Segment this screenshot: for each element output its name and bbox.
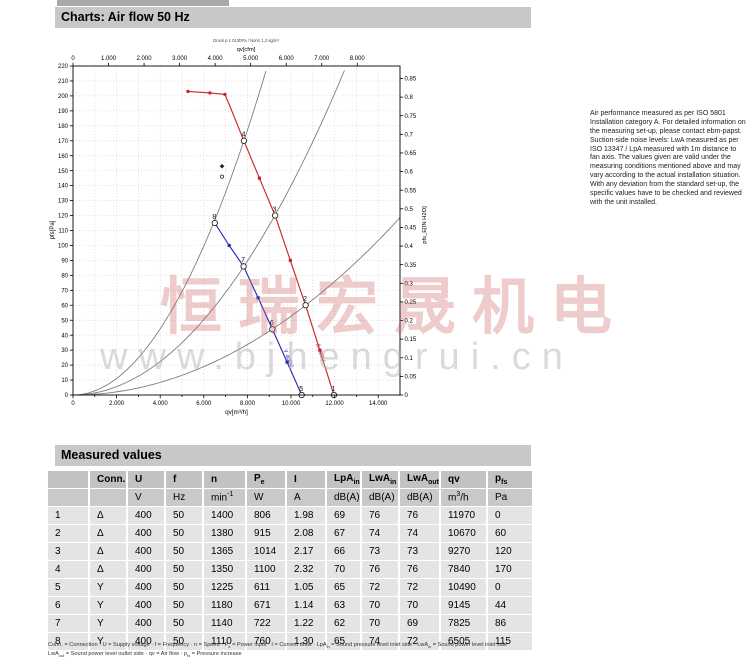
- svg-text:2.000: 2.000: [109, 401, 125, 407]
- svg-text:120: 120: [58, 214, 69, 220]
- svg-text:0.65: 0.65: [405, 151, 417, 157]
- svg-text:0.1: 0.1: [405, 356, 414, 362]
- svg-text:0.55: 0.55: [405, 188, 417, 194]
- svg-text:4.000: 4.000: [153, 401, 169, 407]
- table-row: 5 Y 400 50 1225 611 1.05 65 72 72 10490 0: [48, 579, 534, 596]
- svg-text:160: 160: [58, 154, 69, 160]
- svg-text:0.45: 0.45: [405, 226, 417, 232]
- svg-text:20: 20: [61, 363, 68, 369]
- svg-text:1: 1: [331, 386, 335, 393]
- svg-text:0: 0: [71, 56, 75, 62]
- section-title-charts: Charts: Air flow 50 Hz: [55, 7, 531, 28]
- svg-text:0.15: 0.15: [405, 337, 417, 343]
- svg-text:0.85: 0.85: [405, 77, 417, 83]
- system-curves: [72, 70, 401, 396]
- svg-text:210: 210: [58, 79, 69, 85]
- svg-text:0.7: 0.7: [405, 132, 414, 138]
- svg-text:200: 200: [58, 94, 69, 100]
- top-stub-bar: [57, 0, 229, 6]
- svg-text:0.5: 0.5: [405, 207, 414, 213]
- table-row: 7 Y 400 50 1140 722 1.22 62 70 69 7825 86: [48, 615, 534, 632]
- svg-text:110: 110: [58, 229, 68, 235]
- svg-text:0.6: 0.6: [405, 170, 414, 176]
- svg-text:30: 30: [61, 348, 68, 354]
- svg-text:70: 70: [61, 288, 68, 294]
- svg-text:8: 8: [212, 214, 216, 221]
- svg-text:2: 2: [303, 296, 307, 303]
- svg-text:100: 100: [58, 244, 69, 250]
- svg-text:80: 80: [61, 273, 68, 279]
- svg-text:qv[cfm]: qv[cfm]: [237, 47, 256, 53]
- svg-text:0.3: 0.3: [405, 281, 414, 287]
- table-row: 3 Δ 400 50 1365 1014 2.17 66 73 73 9270 120: [48, 543, 534, 560]
- svg-text:0.2: 0.2: [405, 319, 414, 325]
- svg-text:Druck p 1 013hPa / Norm 1,2 kg: Druck p 1 013hPa / Norm 1,2 kg/m³: [213, 38, 279, 43]
- svg-text:0.35: 0.35: [405, 263, 417, 269]
- svg-text:8.000: 8.000: [350, 56, 366, 62]
- table-row: 8 Y 400 50 1110 760 1.30 65 74 72 6505 115: [48, 633, 534, 650]
- svg-text:pfs_E[IN H2O]: pfs_E[IN H2O]: [422, 206, 428, 244]
- svg-text:6: 6: [270, 320, 274, 327]
- svg-text:190: 190: [58, 109, 69, 115]
- table-row: 6 Y 400 50 1180 671 1.14 63 70 70 9145 44: [48, 597, 534, 614]
- legend-line-1: Conn. = Connection · U = Supply voltage …: [48, 642, 508, 650]
- svg-text:170: 170: [58, 139, 69, 145]
- svg-text:6.000: 6.000: [196, 401, 212, 407]
- svg-text:0.8: 0.8: [405, 95, 414, 101]
- svg-text:qv[m³/h]: qv[m³/h]: [225, 409, 248, 416]
- chart-frame: 0 2.000 4.000 6.000 8.000 10.000 12.000 14.000q…: [50, 38, 428, 416]
- svg-text:3: 3: [273, 206, 277, 213]
- section-title-measured: Measured values: [55, 445, 531, 466]
- svg-text:4: 4: [241, 132, 245, 139]
- svg-text:0: 0: [65, 393, 69, 399]
- airflow-chart: 4 3 2 1 Δ 400V 8 7 6 5 Y 400V 0 2.000 4.000 6.000 8.00…: [41, 30, 451, 440]
- chart-grid: [73, 66, 400, 395]
- measurement-note: Air performance measured as per ISO 5801…: [590, 110, 746, 206]
- svg-text:150: 150: [58, 169, 69, 175]
- svg-text:pfs[Pa]: pfs[Pa]: [50, 220, 56, 239]
- svg-text:12.000: 12.000: [325, 401, 344, 407]
- svg-text:60: 60: [61, 303, 68, 309]
- svg-text:6.000: 6.000: [279, 56, 295, 62]
- svg-text:220: 220: [58, 64, 69, 70]
- svg-text:50: 50: [61, 318, 68, 324]
- svg-text:Y 400V: Y 400V: [281, 349, 294, 369]
- svg-text:140: 140: [58, 184, 69, 190]
- table-row: 1 Δ 400 50 1400 806 1.98 69 76 76 11970 0: [48, 507, 534, 524]
- svg-text:180: 180: [58, 124, 69, 130]
- svg-text:90: 90: [61, 259, 68, 265]
- svg-text:10.000: 10.000: [282, 401, 301, 407]
- series-delta: 4 3 2 1 Δ 400V: [186, 89, 338, 399]
- svg-text:1.000: 1.000: [101, 56, 117, 62]
- svg-text:4.000: 4.000: [208, 56, 224, 62]
- svg-text:0.4: 0.4: [405, 244, 414, 250]
- svg-text:0.05: 0.05: [405, 374, 417, 380]
- svg-text:8.000: 8.000: [240, 401, 256, 407]
- svg-text:10: 10: [61, 378, 68, 384]
- svg-text:0: 0: [405, 393, 409, 399]
- svg-text:0: 0: [71, 401, 75, 407]
- svg-text:3.000: 3.000: [172, 56, 188, 62]
- svg-text:14.000: 14.000: [369, 401, 388, 407]
- legend-line-2: LwAout = Sound power level outlet side ·…: [48, 651, 242, 659]
- table-row: 4 Δ 400 50 1350 1100 2.32 70 76 76 7840 170: [48, 561, 534, 578]
- svg-text:0.25: 0.25: [405, 300, 417, 306]
- svg-text:0.75: 0.75: [405, 114, 417, 120]
- extra-markers: [219, 163, 225, 179]
- svg-text:130: 130: [58, 199, 69, 205]
- table-row: 2 Δ 400 50 1380 915 2.08 67 74 74 10670 60: [48, 525, 534, 542]
- svg-text:7: 7: [241, 257, 245, 264]
- svg-text:Δ 400V: Δ 400V: [314, 343, 326, 363]
- svg-text:7.000: 7.000: [314, 56, 330, 62]
- svg-text:5: 5: [299, 386, 303, 393]
- svg-text:2.000: 2.000: [137, 56, 153, 62]
- svg-text:5.000: 5.000: [243, 56, 259, 62]
- svg-text:40: 40: [61, 333, 68, 339]
